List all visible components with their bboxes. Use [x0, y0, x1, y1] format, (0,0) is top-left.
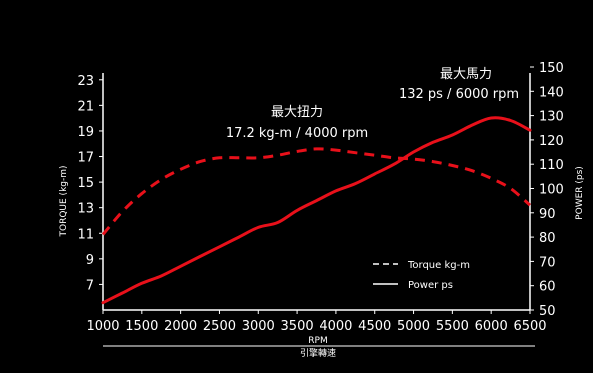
chart-axes	[102, 73, 535, 347]
right-tick-label: 70	[539, 255, 556, 270]
plot-area	[101, 116, 532, 305]
x-tick-label: 6500	[513, 319, 546, 334]
power-curve	[101, 116, 532, 305]
right-tick-label: 80	[539, 231, 556, 246]
left-tick-label: 21	[77, 99, 94, 114]
x-tick-label: 2500	[203, 319, 236, 334]
legend-power-label: Power ps	[408, 280, 453, 291]
left-tick-label: 15	[77, 176, 94, 191]
right-y-axis-label: POWER (ps)	[575, 166, 585, 220]
right-tick-label: 90	[539, 207, 556, 222]
legend-torque-label: Torque kg-m	[407, 260, 470, 271]
right-tick-group: 50 60 70 80 90 100 110 120 130 140 150	[530, 61, 564, 319]
torque-curve	[101, 147, 531, 236]
max-torque-value: 17.2 kg-m / 4000 rpm	[226, 126, 368, 141]
x-axis-label: RPM	[308, 336, 327, 346]
right-tick-label: 110	[539, 158, 564, 173]
x-tick-label: 5000	[397, 319, 430, 334]
right-tick-label: 120	[539, 134, 564, 149]
right-tick-label: 60	[539, 280, 556, 295]
x-axis-label-secondary: 引擎轉速	[300, 347, 336, 359]
left-tick-label: 17	[77, 151, 94, 166]
x-tick-label: 1000	[86, 319, 119, 334]
right-tick-label: 150	[539, 61, 564, 76]
max-torque-title: 最大扭力	[271, 105, 323, 120]
x-tick-label: 6000	[475, 319, 508, 334]
left-tick-label: 19	[77, 125, 94, 140]
max-power-value: 132 ps / 6000 rpm	[399, 87, 519, 102]
x-tick-label: 5500	[436, 319, 469, 334]
left-tick-label: 23	[77, 74, 94, 89]
left-y-axis-label: TORQUE (kg-m)	[59, 165, 69, 237]
left-tick-label: 11	[77, 227, 94, 242]
right-tick-label: 100	[539, 183, 564, 198]
x-tick-label: 3000	[242, 319, 275, 334]
legend: Torque kg-m Power ps	[373, 260, 470, 291]
x-tick-label: 3500	[281, 319, 314, 334]
x-tick-label: 4000	[319, 319, 352, 334]
right-tick-label: 50	[539, 304, 556, 319]
right-tick-label: 140	[539, 85, 564, 100]
x-tick-label: 4500	[358, 319, 391, 334]
x-tick-label: 1500	[125, 319, 158, 334]
x-tick-group: 1000 1500 2000 2500 3000 3500 4000 4500 5000 5500…	[86, 310, 547, 334]
max-power-title: 最大馬力	[440, 67, 492, 82]
left-tick-label: 13	[77, 202, 94, 217]
left-tick-group: 7 9 11 13 15 17 19 21 23	[77, 74, 103, 293]
left-tick-label: 7	[86, 278, 94, 293]
right-tick-label: 130	[539, 110, 564, 125]
x-tick-label: 2000	[164, 319, 197, 334]
left-tick-label: 9	[86, 253, 94, 268]
